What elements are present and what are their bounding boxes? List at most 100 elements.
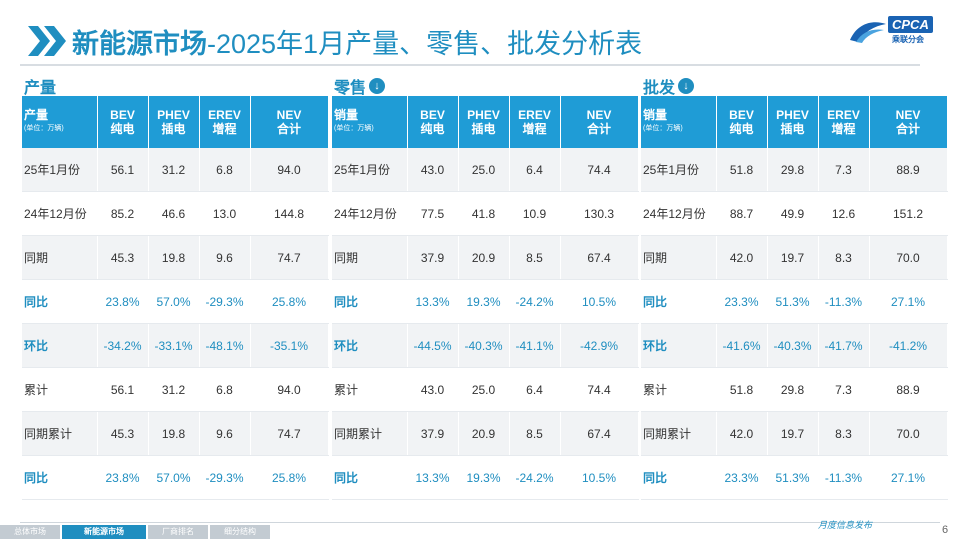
header-cell-nev: NEV 合计 (560, 96, 639, 148)
table-row: 同比 23.8% 57.0% -29.3% 25.8% (22, 455, 329, 500)
cell-bev: 23.8% (97, 279, 149, 324)
cell-nev: 74.7 (250, 411, 329, 456)
table-row: 同期累计 45.3 19.8 9.6 74.7 (22, 411, 329, 456)
cell-nev: 130.3 (560, 191, 639, 236)
table-row: 累计 51.8 29.8 7.3 88.9 (641, 367, 948, 412)
table-row: 25年1月份 51.8 29.8 7.3 88.9 (641, 148, 948, 192)
row-label: 24年12月份 (332, 191, 408, 236)
header-desc: 增程 (831, 122, 856, 136)
tab-nev-market[interactable]: 新能源市场 (62, 525, 146, 539)
header-code: NEV (276, 108, 302, 122)
row-label: 25年1月份 (332, 148, 408, 192)
header-code: PHEV (157, 108, 190, 122)
header-desc: 纯电 (729, 122, 754, 136)
page-title: 新能源市场-2025年1月产量、零售、批发分析表 (72, 29, 643, 59)
cell-erev: 8.5 (509, 411, 561, 456)
table-row: 同比 23.3% 51.3% -11.3% 27.1% (641, 455, 948, 500)
cell-phev: -40.3% (458, 323, 510, 368)
table-row: 同比 23.3% 51.3% -11.3% 27.1% (641, 279, 948, 324)
cell-erev: 6.8 (199, 148, 251, 192)
row-label: 同比 (332, 455, 408, 500)
cell-bev: -44.5% (407, 323, 459, 368)
cell-phev: 25.0 (458, 148, 510, 192)
cell-erev: -48.1% (199, 323, 251, 368)
cell-nev: 27.1% (869, 279, 948, 324)
row-label: 环比 (641, 323, 717, 368)
header-cell-phev: PHEV 插电 (148, 96, 200, 148)
header-desc: 合计 (895, 122, 920, 136)
table-header-row: 销量 (单位：万辆) BEV 纯电 PHEV 插电 EREV 增程 NEV 合计 (641, 96, 948, 148)
cell-phev: 46.6 (148, 191, 200, 236)
header-code: NEV (586, 108, 612, 122)
table-row: 同期 37.9 20.9 8.5 67.4 (332, 235, 639, 280)
row-label: 同期 (332, 235, 408, 280)
section-label-production: 产量 (24, 74, 56, 98)
table-row: 同期 45.3 19.8 9.6 74.7 (22, 235, 329, 280)
header-cell-bev: BEV 纯电 (407, 96, 459, 148)
cell-bev: 45.3 (97, 411, 149, 456)
header-unit-label: (单位：万辆) (643, 125, 683, 132)
row-label: 同期累计 (641, 411, 717, 456)
cell-phev: 51.3% (767, 455, 819, 500)
cell-bev: 42.0 (716, 235, 768, 280)
header-desc: 增程 (522, 122, 547, 136)
table-row: 累计 56.1 31.2 6.8 94.0 (22, 367, 329, 412)
cell-bev: 45.3 (97, 235, 149, 280)
header-metric-label: 销量 (334, 108, 359, 122)
section-label-retail: 零售 ↓ (334, 74, 386, 98)
cell-erev: 8.3 (818, 235, 870, 280)
header-desc: 合计 (586, 122, 611, 136)
cell-phev: -40.3% (767, 323, 819, 368)
table-row: 24年12月份 85.2 46.6 13.0 144.8 (22, 191, 329, 236)
cell-nev: -35.1% (250, 323, 329, 368)
tab-overall-market[interactable]: 总体市场 (0, 525, 60, 539)
header-code: EREV (827, 108, 860, 122)
row-label: 累计 (22, 367, 98, 412)
cell-bev: 43.0 (407, 148, 459, 192)
table-row: 同比 13.3% 19.3% -24.2% 10.5% (332, 279, 639, 324)
cpca-logo: CPCA 乘联分会 (848, 14, 938, 48)
cell-nev: 10.5% (560, 279, 639, 324)
table-row: 25年1月份 43.0 25.0 6.4 74.4 (332, 148, 639, 192)
cell-nev: 144.8 (250, 191, 329, 236)
cell-erev: 6.4 (509, 367, 561, 412)
tab-maker-ranking[interactable]: 厂商排名 (148, 525, 208, 539)
cell-bev: 42.0 (716, 411, 768, 456)
table-row: 环比 -44.5% -40.3% -41.1% -42.9% (332, 323, 639, 368)
cell-nev: 25.8% (250, 455, 329, 500)
cell-erev: 7.3 (818, 367, 870, 412)
row-label: 25年1月份 (641, 148, 717, 192)
tab-segment-structure[interactable]: 细分结构 (210, 525, 270, 539)
cell-nev: 10.5% (560, 455, 639, 500)
row-label: 25年1月份 (22, 148, 98, 192)
row-label: 同期累计 (22, 411, 98, 456)
table-row: 同期累计 42.0 19.7 8.3 70.0 (641, 411, 948, 456)
arrow-down-circle-icon[interactable]: ↓ (369, 78, 386, 94)
cell-bev: 88.7 (716, 191, 768, 236)
header-cell-erev: EREV 增程 (199, 96, 251, 148)
cell-bev: 23.3% (716, 279, 768, 324)
double-chevron-icon (28, 26, 66, 56)
header-cell-phev: PHEV 插电 (458, 96, 510, 148)
header-cell-bev: BEV 纯电 (716, 96, 768, 148)
arrow-down-circle-icon[interactable]: ↓ (678, 78, 695, 94)
cell-erev: 7.3 (818, 148, 870, 192)
cell-phev: 19.7 (767, 235, 819, 280)
row-label: 同期 (641, 235, 717, 280)
cell-nev: 151.2 (869, 191, 948, 236)
cell-bev: 13.3% (407, 455, 459, 500)
cell-nev: 67.4 (560, 235, 639, 280)
header-desc: 插电 (471, 122, 496, 136)
cell-phev: 19.8 (148, 411, 200, 456)
header-cell-erev: EREV 增程 (818, 96, 870, 148)
table-row: 环比 -41.6% -40.3% -41.7% -41.2% (641, 323, 948, 368)
cell-erev: -29.3% (199, 279, 251, 324)
header-desc: 增程 (212, 122, 237, 136)
cell-bev: 23.3% (716, 455, 768, 500)
page-number: 6 (942, 524, 949, 536)
cell-bev: 37.9 (407, 411, 459, 456)
cell-nev: -42.9% (560, 323, 639, 368)
header-code: NEV (895, 108, 921, 122)
cell-bev: -34.2% (97, 323, 149, 368)
cell-erev: -29.3% (199, 455, 251, 500)
